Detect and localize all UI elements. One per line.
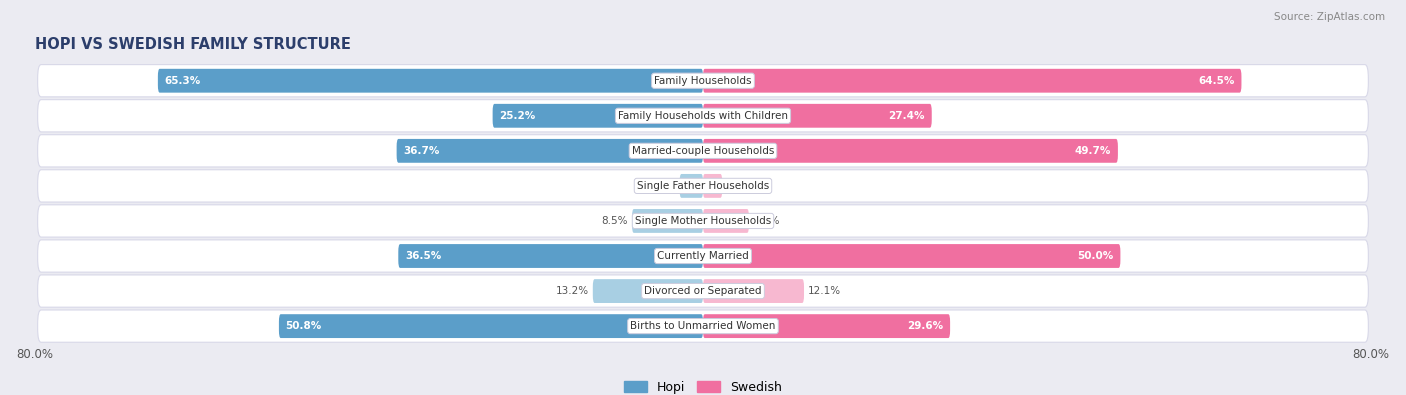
FancyBboxPatch shape: [633, 209, 703, 233]
FancyBboxPatch shape: [398, 244, 703, 268]
Text: 2.8%: 2.8%: [650, 181, 675, 191]
FancyBboxPatch shape: [703, 104, 932, 128]
Text: Married-couple Households: Married-couple Households: [631, 146, 775, 156]
FancyBboxPatch shape: [593, 279, 703, 303]
Text: Divorced or Separated: Divorced or Separated: [644, 286, 762, 296]
Text: 27.4%: 27.4%: [889, 111, 925, 121]
Text: 29.6%: 29.6%: [907, 321, 943, 331]
FancyBboxPatch shape: [703, 69, 1241, 93]
Text: 12.1%: 12.1%: [808, 286, 841, 296]
Text: 2.3%: 2.3%: [727, 181, 752, 191]
FancyBboxPatch shape: [703, 244, 1121, 268]
Text: HOPI VS SWEDISH FAMILY STRUCTURE: HOPI VS SWEDISH FAMILY STRUCTURE: [35, 37, 352, 52]
FancyBboxPatch shape: [38, 135, 1368, 167]
FancyBboxPatch shape: [157, 69, 703, 93]
Text: 49.7%: 49.7%: [1074, 146, 1111, 156]
Text: 64.5%: 64.5%: [1198, 76, 1234, 86]
Text: Births to Unmarried Women: Births to Unmarried Women: [630, 321, 776, 331]
FancyBboxPatch shape: [38, 170, 1368, 202]
Text: Single Father Households: Single Father Households: [637, 181, 769, 191]
Text: 36.5%: 36.5%: [405, 251, 441, 261]
FancyBboxPatch shape: [492, 104, 703, 128]
Text: 50.0%: 50.0%: [1077, 251, 1114, 261]
FancyBboxPatch shape: [703, 279, 804, 303]
Text: 8.5%: 8.5%: [602, 216, 628, 226]
FancyBboxPatch shape: [278, 314, 703, 338]
Text: 65.3%: 65.3%: [165, 76, 201, 86]
FancyBboxPatch shape: [703, 139, 1118, 163]
Text: 36.7%: 36.7%: [404, 146, 440, 156]
FancyBboxPatch shape: [38, 240, 1368, 272]
Text: Single Mother Households: Single Mother Households: [636, 216, 770, 226]
FancyBboxPatch shape: [38, 275, 1368, 307]
Text: 50.8%: 50.8%: [285, 321, 322, 331]
FancyBboxPatch shape: [679, 174, 703, 198]
Text: Currently Married: Currently Married: [657, 251, 749, 261]
FancyBboxPatch shape: [703, 209, 749, 233]
FancyBboxPatch shape: [38, 65, 1368, 97]
FancyBboxPatch shape: [396, 139, 703, 163]
Text: Family Households: Family Households: [654, 76, 752, 86]
Text: 25.2%: 25.2%: [499, 111, 536, 121]
FancyBboxPatch shape: [38, 205, 1368, 237]
Text: Source: ZipAtlas.com: Source: ZipAtlas.com: [1274, 12, 1385, 22]
Text: 13.2%: 13.2%: [555, 286, 589, 296]
FancyBboxPatch shape: [703, 314, 950, 338]
FancyBboxPatch shape: [38, 100, 1368, 132]
Text: Family Households with Children: Family Households with Children: [619, 111, 787, 121]
FancyBboxPatch shape: [703, 174, 723, 198]
Legend: Hopi, Swedish: Hopi, Swedish: [619, 376, 787, 395]
Text: 5.5%: 5.5%: [754, 216, 779, 226]
FancyBboxPatch shape: [38, 310, 1368, 342]
